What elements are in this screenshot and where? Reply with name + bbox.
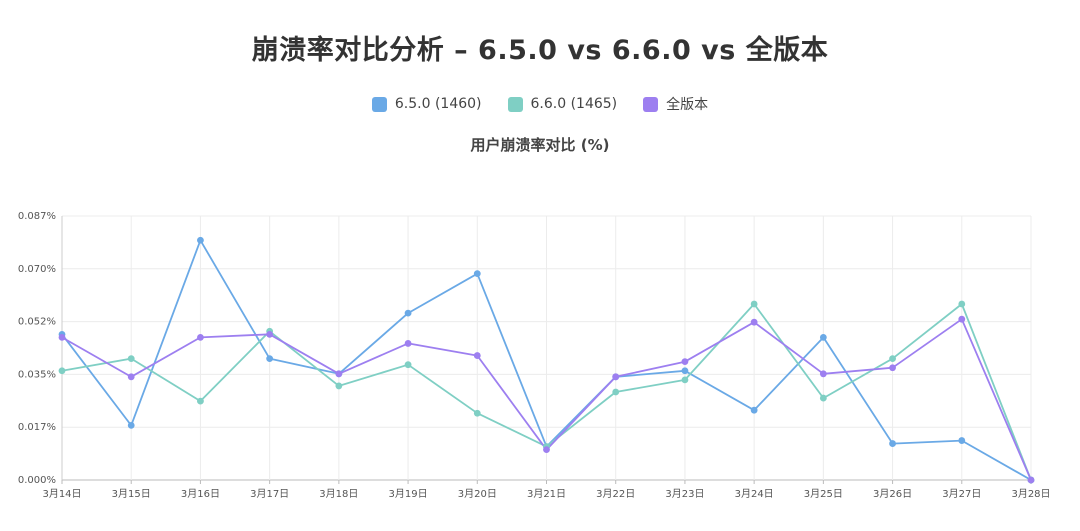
data-point-2 [1027, 476, 1035, 484]
data-point-0 [750, 406, 758, 414]
data-point-1 [404, 361, 412, 369]
legend-label-650: 6.5.0 (1460) [394, 96, 482, 112]
data-point-2 [335, 370, 343, 378]
x-tick-label: 3月21日 [527, 488, 566, 500]
data-point-0 [127, 421, 135, 429]
data-point-2 [612, 373, 620, 381]
data-point-2 [958, 315, 966, 323]
y-tick-label: 0.087% [18, 211, 56, 222]
legend-item-660[interactable]: 6.6.0 (1465) [507, 94, 618, 114]
legend-swatch-650 [371, 96, 387, 112]
data-point-1 [681, 376, 689, 384]
x-tick-label: 3月24日 [735, 488, 774, 500]
data-point-2 [197, 333, 204, 341]
data-point-0 [819, 333, 827, 341]
x-tick-label: 3月16日 [181, 488, 220, 500]
data-point-0 [681, 367, 689, 375]
data-point-0 [473, 270, 481, 278]
data-point-1 [197, 397, 204, 405]
data-point-1 [750, 300, 758, 308]
x-tick-label: 3月22日 [596, 488, 635, 500]
x-tick-label: 3月26日 [873, 488, 912, 500]
data-point-2 [750, 318, 758, 326]
data-point-0 [958, 437, 966, 444]
data-point-2 [473, 352, 481, 359]
y-tick-label: 0.035% [18, 369, 56, 380]
data-point-1 [889, 355, 896, 363]
x-tick-label: 3月17日 [250, 488, 289, 500]
data-point-2 [543, 446, 550, 454]
x-tick-label: 3月20日 [458, 488, 497, 500]
legend: 6.5.0 (1460) 6.6.0 (1465) 全版本 [0, 94, 1080, 114]
data-point-0 [197, 236, 204, 244]
x-tick-label: 3月23日 [665, 488, 704, 500]
legend-item-650[interactable]: 6.5.0 (1460) [371, 94, 482, 114]
x-tick-label: 3月19日 [389, 488, 428, 500]
data-point-1 [612, 388, 620, 396]
x-tick-label: 3月14日 [42, 488, 81, 500]
legend-item-all[interactable]: 全版本 [643, 94, 708, 114]
legend-label-660: 6.6.0 (1465) [530, 96, 618, 112]
x-tick-label: 3月27日 [942, 488, 981, 500]
data-point-2 [266, 330, 274, 338]
data-point-2 [681, 358, 689, 366]
y-tick-label: 0.000% [18, 475, 56, 486]
y-tick-label: 0.070% [18, 264, 56, 275]
chart-title: 崩溃率对比分析 – 6.5.0 vs 6.6.0 vs 全版本 [251, 35, 829, 66]
data-point-1 [819, 394, 827, 402]
chart-subtitle: 用户崩溃率对比 (%) [470, 136, 610, 154]
data-point-1 [473, 409, 481, 417]
legend-swatch-660 [507, 96, 523, 112]
data-point-2 [58, 333, 66, 341]
data-point-0 [266, 355, 274, 363]
data-point-0 [889, 440, 896, 447]
data-point-2 [819, 370, 827, 378]
data-point-1 [958, 300, 966, 308]
data-point-1 [335, 382, 343, 390]
x-tick-label: 3月15日 [112, 488, 151, 500]
x-tick-label: 3月28日 [1011, 488, 1050, 500]
x-tick-label: 3月25日 [804, 488, 843, 500]
legend-swatch-all [643, 96, 659, 112]
x-tick-label: 3月18日 [319, 488, 358, 500]
y-tick-label: 0.052% [18, 317, 56, 328]
data-point-2 [889, 364, 896, 372]
legend-label-all: 全版本 [666, 97, 709, 113]
data-point-2 [127, 373, 135, 381]
data-point-1 [127, 355, 135, 363]
y-tick-label: 0.017% [18, 422, 56, 433]
data-point-2 [404, 340, 412, 347]
data-point-0 [404, 309, 412, 317]
data-point-1 [58, 367, 66, 375]
